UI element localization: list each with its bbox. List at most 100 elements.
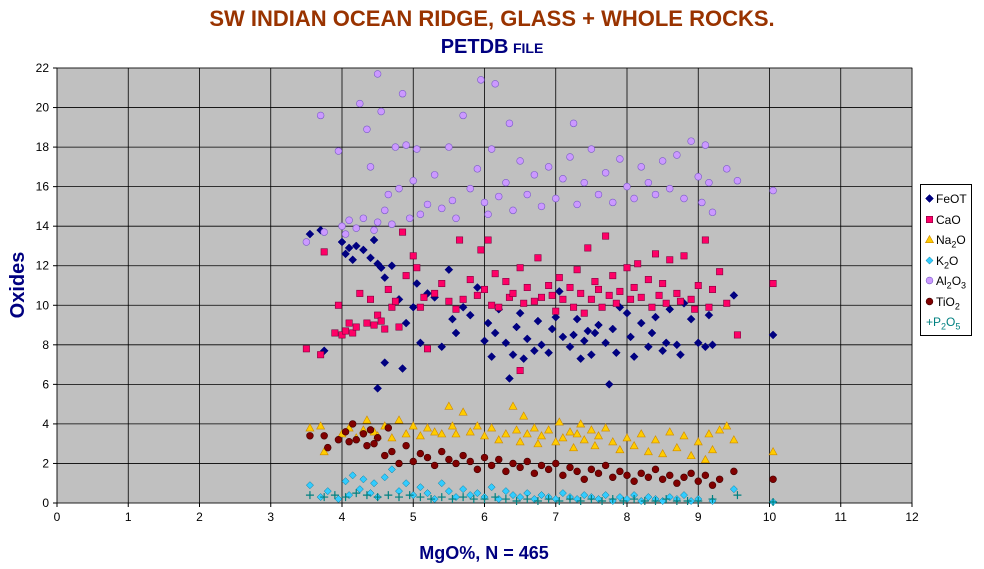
- subtitle-main: PETDB: [440, 36, 509, 58]
- data-point-al2o3: [395, 184, 403, 193]
- data-point-feot: [611, 348, 621, 358]
- y-tick-label: 16: [36, 180, 50, 194]
- data-point-k2o: [537, 491, 546, 500]
- data-point-na2o: [565, 427, 575, 436]
- data-point-k2o: [305, 481, 314, 490]
- data-point-tio2: [680, 473, 688, 481]
- data-point-cao: [676, 297, 684, 305]
- series-tio2: [306, 420, 777, 489]
- data-point-feot: [451, 328, 461, 338]
- data-point-p2o5: [587, 495, 596, 504]
- data-point-k2o: [601, 491, 610, 500]
- legend-marker: [925, 256, 934, 264]
- data-point-al2o3: [423, 200, 432, 209]
- data-point-tio2: [495, 455, 503, 464]
- data-point-tio2: [388, 447, 396, 456]
- data-point-na2o: [316, 421, 326, 430]
- data-point-cao: [701, 236, 709, 244]
- data-point-p2o5: [320, 493, 329, 502]
- data-point-na2o: [622, 433, 632, 442]
- data-point-feot: [576, 354, 586, 364]
- data-point-feot: [473, 283, 482, 292]
- data-point-p2o5: [576, 497, 585, 506]
- data-point-cao: [691, 305, 699, 313]
- data-point-cao: [363, 319, 371, 327]
- data-point-p2o5: [384, 491, 393, 500]
- data-point-na2o: [650, 435, 661, 444]
- data-point-cao: [384, 285, 392, 293]
- data-point-tio2: [306, 432, 314, 440]
- data-point-cao: [381, 325, 389, 333]
- data-point-na2o: [444, 401, 454, 410]
- data-point-k2o: [623, 495, 631, 503]
- data-point-p2o5: [523, 495, 532, 504]
- data-point-p2o5: [480, 495, 489, 504]
- data-point-al2o3: [334, 147, 343, 155]
- data-point-k2o: [334, 495, 343, 503]
- series-cao: [302, 228, 777, 375]
- data-point-al2o3: [637, 163, 645, 171]
- data-point-p2o5: [352, 489, 361, 498]
- data-point-feot: [366, 253, 375, 263]
- data-point-feot: [530, 346, 539, 356]
- data-point-feot: [465, 310, 475, 320]
- data-point-al2o3: [438, 204, 446, 213]
- data-point-p2o5: [362, 491, 371, 500]
- data-point-cao: [545, 281, 553, 289]
- data-point-al2o3: [398, 90, 407, 98]
- data-point-na2o: [554, 417, 564, 426]
- data-point-feot: [380, 358, 390, 367]
- data-point-cao: [666, 256, 674, 264]
- data-point-k2o: [402, 479, 411, 488]
- chart-title: SW INDIAN OCEAN RIDGE, GLASS + WHOLE ROC…: [209, 6, 775, 31]
- data-point-cao: [591, 278, 599, 286]
- data-point-al2o3: [601, 169, 610, 177]
- data-point-k2o: [380, 473, 389, 482]
- data-point-p2o5: [544, 495, 553, 504]
- data-point-cao: [570, 303, 578, 311]
- data-point-cao: [523, 283, 531, 291]
- data-point-cao: [509, 289, 517, 297]
- data-point-cao: [349, 329, 357, 337]
- legend-item-k2o: K2O: [924, 251, 972, 271]
- data-point-tio2: [402, 441, 410, 450]
- data-point-feot: [701, 342, 710, 352]
- y-tick-label: 6: [42, 377, 49, 391]
- data-point-tio2: [601, 461, 610, 470]
- data-point-tio2: [438, 447, 446, 456]
- data-point-feot: [665, 304, 675, 314]
- data-point-na2o: [522, 429, 532, 438]
- data-point-p2o5: [469, 495, 478, 504]
- legend-item-p2o5: +P2O5: [924, 312, 972, 332]
- data-point-na2o: [479, 431, 490, 440]
- data-point-feot: [519, 354, 529, 364]
- data-point-tio2: [452, 459, 460, 468]
- data-point-cao: [602, 232, 610, 240]
- data-point-p2o5: [598, 497, 607, 506]
- data-point-al2o3: [673, 151, 681, 159]
- data-point-cao: [627, 295, 635, 303]
- data-point-tio2: [523, 457, 531, 466]
- data-point-feot: [647, 328, 657, 338]
- data-point-na2o: [629, 441, 639, 450]
- x-tick-label: 4: [339, 510, 346, 524]
- legend-item-cao: CaO: [924, 210, 972, 230]
- y-tick-label: 0: [42, 496, 49, 510]
- data-point-k2o: [658, 497, 667, 505]
- data-point-al2o3: [573, 200, 581, 209]
- data-point-al2o3: [701, 141, 710, 149]
- data-point-tio2: [715, 475, 724, 483]
- data-point-p2o5: [672, 497, 681, 506]
- data-point-na2o: [487, 423, 497, 432]
- data-point-al2o3: [687, 137, 695, 145]
- data-point-cao: [537, 293, 545, 301]
- data-point-cao: [452, 305, 460, 313]
- data-point-cao: [577, 289, 585, 297]
- data-points: [302, 70, 778, 507]
- data-point-al2o3: [523, 190, 531, 199]
- y-tick-label: 14: [36, 219, 50, 233]
- data-point-feot: [458, 302, 468, 312]
- data-point-na2o: [665, 427, 675, 436]
- data-point-al2o3: [445, 143, 453, 151]
- data-point-tio2: [694, 477, 702, 485]
